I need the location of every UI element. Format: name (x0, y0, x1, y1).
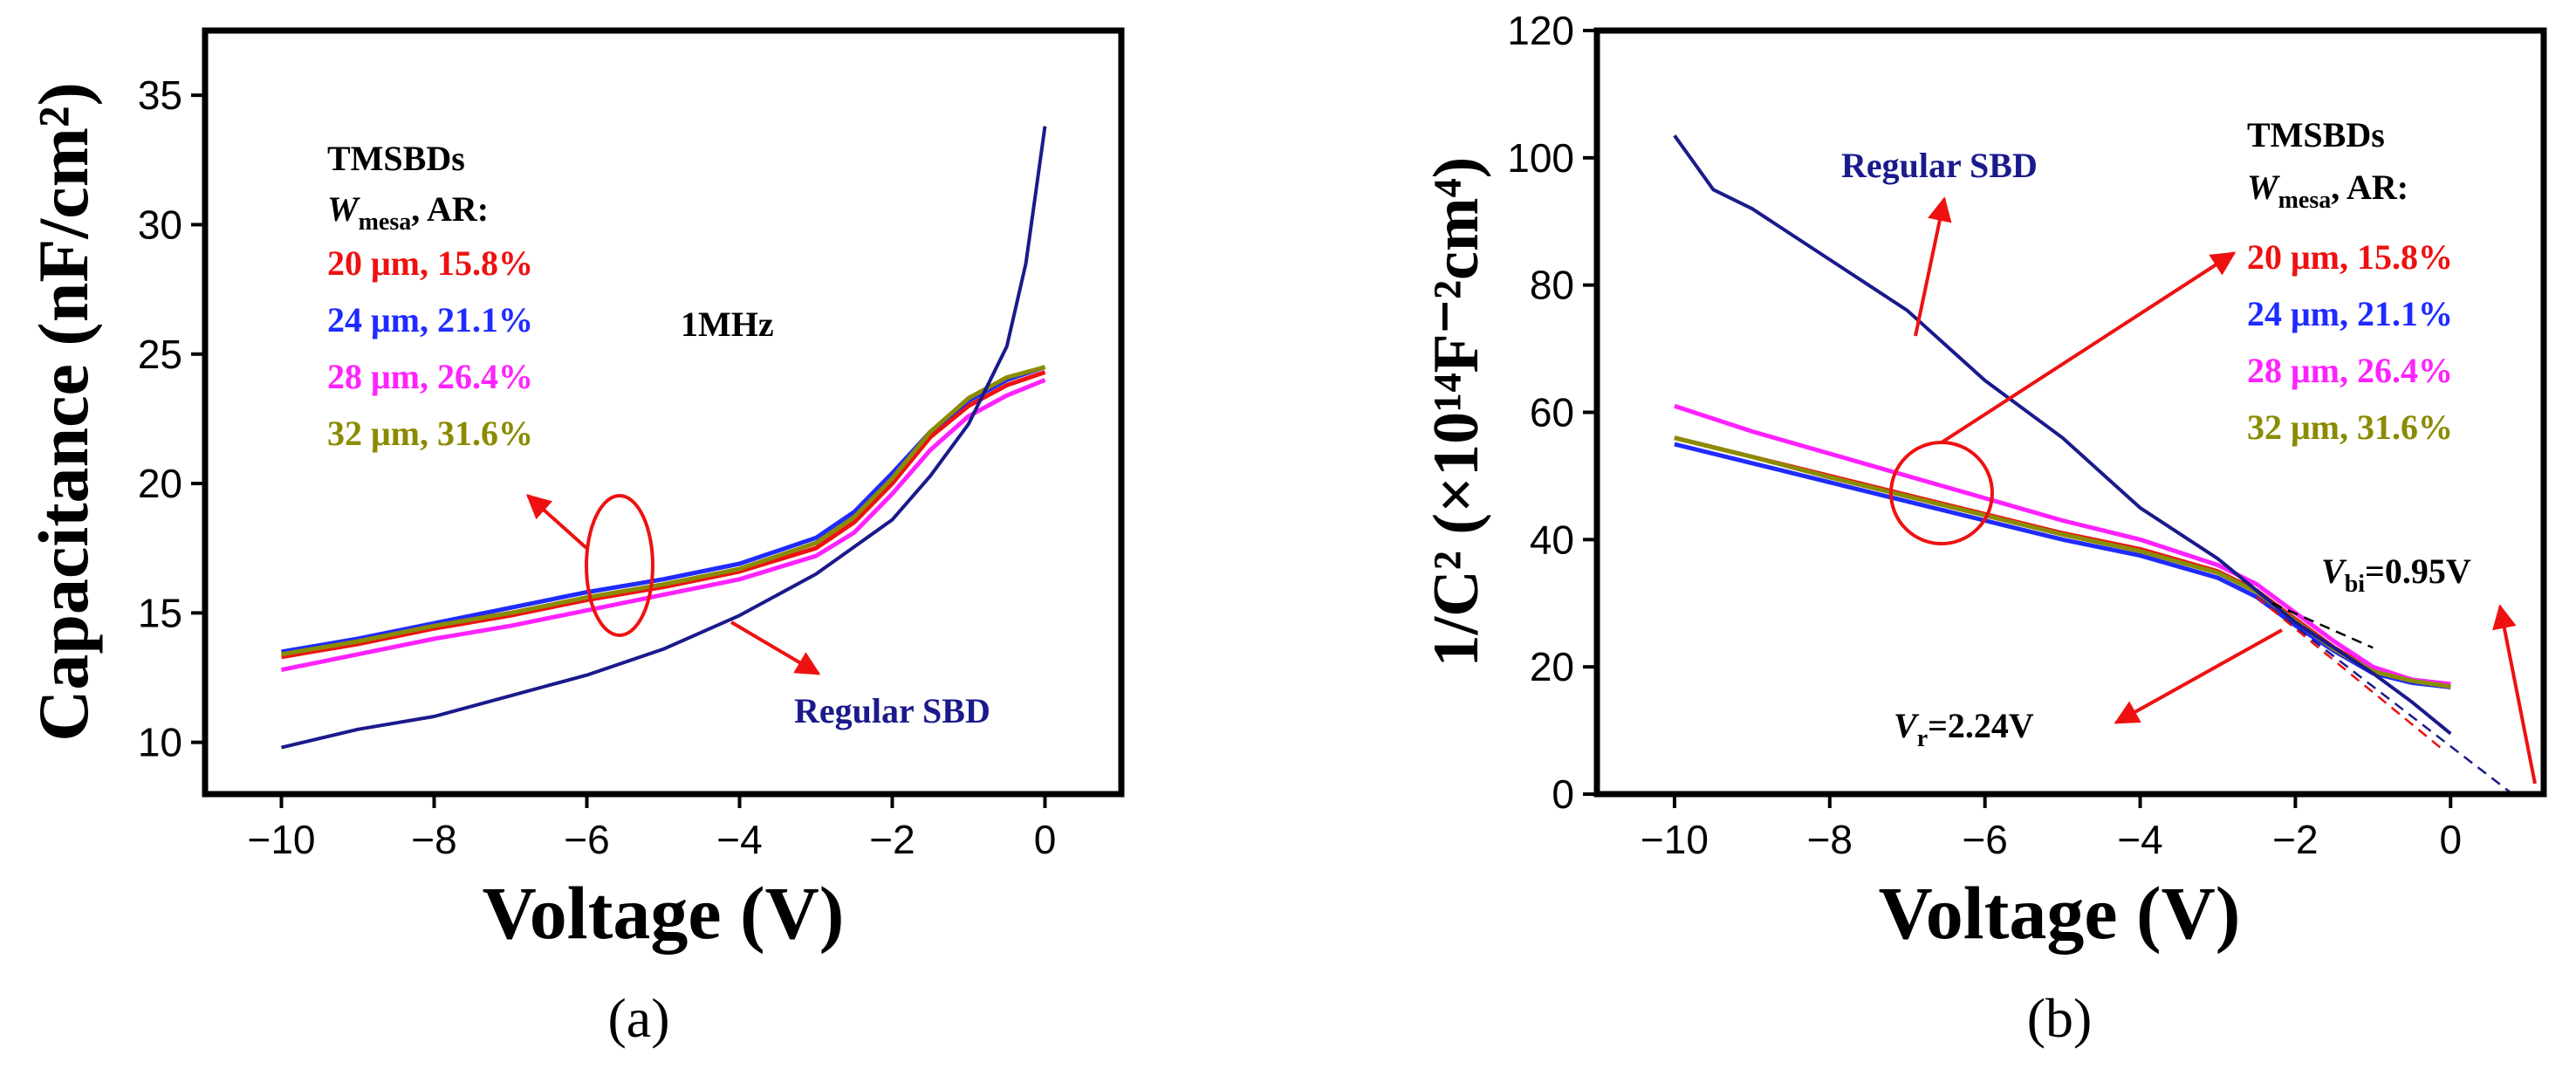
legend-b-subtitle: Wmesa, AR: (2247, 168, 2408, 214)
chart-a-line-regular (281, 126, 1047, 750)
chart-a-xtick-label: −2 (869, 817, 915, 862)
chart-b-regular-arrow (1914, 196, 1952, 337)
chart-b-xtick-label: −2 (2272, 817, 2318, 862)
legend-a-subtitle: Wmesa, AR: (327, 189, 489, 236)
chart-b-fit-line-dark (2271, 602, 2374, 649)
chart-b-panel-label: (b) (2027, 987, 2093, 1049)
legend-a-w32: 32 μm, 31.6% (327, 414, 533, 453)
chart-a-xtick-label: −8 (411, 817, 456, 862)
chart-b-ytick-label: 100 (1507, 135, 1574, 181)
chart-b-vbi-label: Vbi=0.95V (2321, 552, 2471, 598)
chart-a-line-w28 (281, 378, 1046, 673)
legend-b-mesa: mesa (2278, 187, 2332, 214)
chart-a-ytick-label: 15 (138, 590, 182, 635)
chart-a-ytick-label: 10 (138, 720, 182, 765)
chart-b-ticks: −10 −8 −6 −4 −2 0 0 20 40 60 80 100 120 (1507, 8, 2462, 862)
chart-b-xtick-label: −8 (1807, 817, 1853, 862)
chart-a-xlabel: Voltage (V) (483, 871, 845, 955)
legend-b-w28: 28 μm, 26.4% (2247, 351, 2453, 390)
chart-a-xtick-label: −4 (716, 817, 762, 862)
vr-sub: r (1917, 725, 1928, 752)
chart-b-xtick-label: −6 (1962, 817, 2007, 862)
chart-b-xtick-label: −10 (1641, 817, 1709, 862)
chart-b-ellipse-arrow (1940, 251, 2237, 444)
chart-a-xtick-label: −6 (564, 817, 609, 862)
chart-a-regular-arrow (730, 620, 821, 675)
chart-a-ylabel: Capacitance (nF/cm²) (24, 82, 103, 742)
legend-a-w20: 20 μm, 15.8% (327, 243, 533, 283)
vbi-v: V (2321, 552, 2347, 591)
chart-b-legend: TMSBDs Wmesa, AR: 20 μm, 15.8% 24 μm, 21… (2247, 115, 2453, 447)
chart-b-xtick-label: −4 (2117, 817, 2162, 862)
legend-b-tail: , AR: (2331, 168, 2408, 207)
chart-a-ellipse-arrow (525, 494, 588, 550)
chart-a-panel-label: (a) (607, 987, 669, 1049)
chart-b-ytick-label: 0 (1552, 771, 1574, 817)
chart-b-ytick-label: 80 (1530, 263, 1574, 308)
chart-b-series (1673, 134, 2514, 795)
legend-b-w24: 24 μm, 21.1% (2247, 294, 2453, 333)
chart-b-ylabel: 1/C² (×10¹⁴F⁻²cm⁴) (1421, 157, 1492, 668)
legend-a-w: W (327, 189, 360, 229)
chart-a: −10 −8 −6 −4 −2 0 10 15 20 25 30 35 Capacitance (nF… (24, 27, 1125, 1049)
chart-a-xtick-label: 0 (1034, 817, 1057, 862)
chart-a-frame (202, 27, 1125, 798)
chart-b-regular-label: Regular SBD (1841, 146, 2038, 185)
chart-b-ytick-label: 40 (1530, 517, 1574, 562)
chart-b-line-regular (1673, 134, 2452, 736)
chart-a-line-w24 (281, 365, 1046, 654)
legend-a-w24: 24 μm, 21.1% (327, 300, 533, 339)
chart-b-ytick-label: 60 (1530, 390, 1574, 435)
chart-b-vr-label: Vr=2.24V (1894, 706, 2034, 752)
chart-a-ytick-label: 20 (138, 461, 182, 506)
chart-b-frame (1593, 27, 2547, 798)
chart-a-frequency: 1MHz (681, 305, 774, 344)
chart-a-line-w32 (281, 365, 1046, 657)
legend-b-title: TMSBDs (2247, 115, 2385, 154)
chart-a-series (281, 126, 1047, 750)
legend-a-mesa: mesa (359, 209, 412, 236)
vr-v: V (1894, 706, 1920, 745)
legend-b-w: W (2247, 168, 2280, 207)
legend-b-w32: 32 μm, 31.6% (2247, 408, 2453, 447)
chart-b-xtick-label: 0 (2439, 817, 2462, 862)
chart-a-ytick-label: 35 (138, 72, 182, 118)
legend-a-title: TMSBDs (327, 139, 465, 178)
chart-a-ytick-label: 25 (138, 332, 182, 377)
legend-a-w28: 28 μm, 26.4% (327, 357, 533, 396)
chart-a-group-ellipse (585, 494, 654, 637)
vr-val: =2.24V (1928, 706, 2034, 745)
vbi-val: =0.95V (2365, 552, 2471, 591)
chart-a-ticks: −10 −8 −6 −4 −2 0 10 15 20 25 30 35 (138, 72, 1056, 862)
legend-b-w20: 20 μm, 15.8% (2247, 237, 2453, 277)
chart-b-fit-line-w20 (2256, 595, 2444, 750)
chart-b-ytick-label: 120 (1507, 8, 1574, 53)
chart-a-ytick-label: 30 (138, 202, 182, 247)
chart-b-vr-arrow (2114, 628, 2283, 724)
chart-a-xtick-label: −10 (247, 817, 315, 862)
chart-b-line-w28 (1674, 403, 2451, 687)
chart-b-vbi-arrow (2492, 604, 2537, 785)
chart-a-regular-label: Regular SBD (794, 691, 990, 730)
chart-b-fit-line-regular (2256, 595, 2514, 795)
vbi-sub: bi (2345, 571, 2366, 598)
chart-b-xlabel: Voltage (V) (1879, 871, 2241, 955)
legend-a-tail: , AR: (411, 189, 489, 229)
chart-a-legend: TMSBDs Wmesa, AR: 20 μm, 15.8% 24 μm, 21… (327, 139, 533, 453)
chart-b: −10 −8 −6 −4 −2 0 0 20 40 60 80 100 120 1/C² (×10¹⁴F… (1421, 8, 2547, 1049)
chart-a-line-w20 (281, 370, 1046, 660)
chart-b-ytick-label: 20 (1530, 644, 1574, 689)
